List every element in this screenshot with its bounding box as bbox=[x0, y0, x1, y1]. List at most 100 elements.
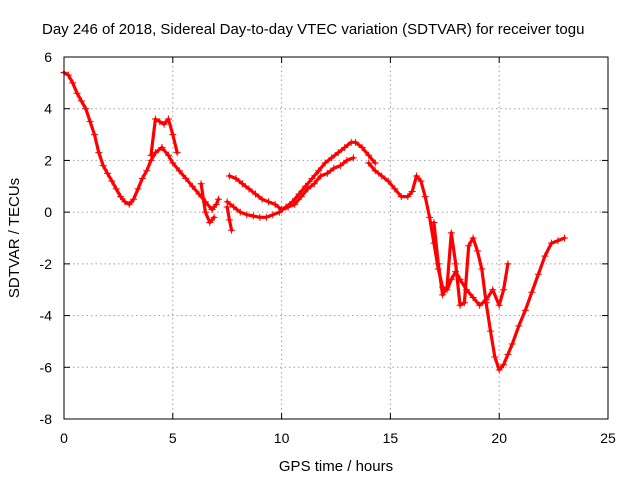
data-point bbox=[82, 105, 90, 113]
data-point bbox=[291, 200, 299, 208]
data-point bbox=[223, 203, 231, 211]
data-point bbox=[182, 175, 190, 183]
data-point bbox=[125, 200, 133, 208]
data-point bbox=[269, 211, 277, 219]
data-point bbox=[378, 172, 386, 180]
data-point bbox=[151, 149, 159, 157]
y-tick-label: -4 bbox=[40, 308, 53, 324]
data-point bbox=[521, 306, 529, 314]
y-tick-label: 0 bbox=[44, 204, 52, 220]
data-point bbox=[500, 361, 508, 369]
x-tick-label: 25 bbox=[600, 430, 616, 446]
chart-title: Day 246 of 2018, Sidereal Day-to-day VTE… bbox=[42, 21, 584, 38]
data-point bbox=[336, 162, 344, 170]
data-point bbox=[341, 144, 349, 151]
data-point bbox=[249, 212, 257, 220]
data-point bbox=[447, 229, 455, 237]
data-point bbox=[528, 288, 536, 296]
data-point bbox=[147, 151, 155, 159]
series-line bbox=[367, 161, 510, 307]
data-point bbox=[408, 187, 416, 195]
data-point bbox=[495, 366, 503, 374]
data-point bbox=[112, 185, 120, 193]
data-point bbox=[317, 172, 325, 180]
data-point bbox=[504, 350, 512, 358]
y-tick-label: -2 bbox=[40, 256, 53, 272]
series-group bbox=[430, 218, 568, 374]
x-tick-label: 5 bbox=[169, 430, 177, 446]
data-point bbox=[77, 97, 85, 105]
data-point bbox=[430, 218, 438, 226]
data-point bbox=[489, 286, 497, 294]
data-point bbox=[156, 118, 164, 126]
data-point bbox=[478, 265, 486, 273]
data-point bbox=[297, 193, 305, 201]
x-tick-label: 20 bbox=[491, 430, 507, 446]
data-point bbox=[554, 237, 562, 245]
data-point bbox=[225, 172, 233, 180]
data-point bbox=[164, 115, 172, 123]
data-point bbox=[95, 149, 103, 157]
y-tick-label: 6 bbox=[44, 49, 52, 65]
x-tick-label: 0 bbox=[60, 430, 68, 446]
series-group bbox=[60, 69, 166, 208]
data-point bbox=[169, 131, 177, 139]
tick-labels: 0 5 10 15 20 25 -8 -6 -4 -2 0 2 4 6 bbox=[40, 49, 616, 446]
data-point bbox=[352, 138, 360, 146]
data-point bbox=[365, 159, 373, 167]
data-point bbox=[310, 180, 318, 188]
data-point bbox=[243, 211, 251, 219]
data-point bbox=[160, 120, 168, 128]
data-point bbox=[151, 115, 159, 123]
data-point bbox=[201, 208, 209, 216]
y-tick-label: -8 bbox=[40, 411, 53, 427]
data-point bbox=[271, 200, 279, 208]
data-point bbox=[228, 226, 236, 234]
data-point bbox=[256, 213, 264, 221]
data-point bbox=[452, 260, 460, 268]
data-point bbox=[73, 89, 81, 97]
data-point bbox=[391, 185, 399, 193]
data-point bbox=[469, 234, 477, 242]
plot-frame bbox=[63, 56, 609, 420]
series-line bbox=[160, 145, 221, 212]
data-point bbox=[158, 144, 166, 151]
data-point bbox=[515, 322, 523, 330]
data-point bbox=[208, 206, 216, 214]
data-point bbox=[225, 216, 233, 224]
data-point bbox=[134, 185, 142, 193]
grid-lines bbox=[64, 57, 608, 419]
data-point bbox=[434, 260, 442, 268]
data-point bbox=[238, 180, 246, 188]
data-point bbox=[334, 149, 342, 157]
data-point bbox=[547, 239, 555, 247]
data-point bbox=[232, 175, 240, 183]
data-point bbox=[404, 193, 412, 201]
x-tick-label: 10 bbox=[274, 430, 290, 446]
data-point bbox=[384, 177, 392, 185]
data-point bbox=[304, 185, 312, 193]
data-point bbox=[175, 167, 183, 175]
axis-ticks bbox=[63, 56, 609, 420]
data-point bbox=[397, 193, 405, 201]
data-point bbox=[90, 131, 98, 139]
data-point bbox=[169, 159, 177, 167]
data-point bbox=[469, 293, 477, 301]
data-point bbox=[417, 177, 425, 185]
data-point bbox=[371, 159, 379, 167]
data-point bbox=[236, 208, 244, 216]
data-point bbox=[349, 154, 357, 162]
series-group bbox=[147, 115, 181, 159]
data-point bbox=[230, 203, 238, 211]
data-point bbox=[104, 169, 112, 177]
data-point bbox=[164, 151, 172, 159]
data-point bbox=[197, 180, 205, 188]
data-point bbox=[121, 198, 129, 206]
data-point bbox=[214, 195, 222, 203]
data-point bbox=[212, 200, 220, 208]
data-point bbox=[365, 151, 373, 159]
data-point bbox=[173, 149, 181, 157]
data-point bbox=[495, 301, 503, 309]
data-series bbox=[60, 69, 568, 374]
series-group bbox=[225, 154, 357, 214]
